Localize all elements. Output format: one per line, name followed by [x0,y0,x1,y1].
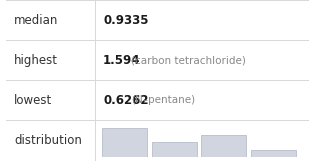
Text: 0.9335: 0.9335 [103,14,149,27]
Bar [202,135,246,157]
Text: (N–pentane): (N–pentane) [131,95,195,105]
Bar [152,142,197,157]
Text: highest: highest [14,53,58,66]
Text: lowest: lowest [14,94,52,106]
Text: 0.6262: 0.6262 [103,94,149,106]
Text: (carbon tetrachloride): (carbon tetrachloride) [131,55,246,65]
Text: distribution: distribution [14,134,82,147]
Text: median: median [14,14,58,27]
Bar [102,128,147,157]
Bar [251,150,295,157]
Text: 1.594: 1.594 [103,53,140,66]
